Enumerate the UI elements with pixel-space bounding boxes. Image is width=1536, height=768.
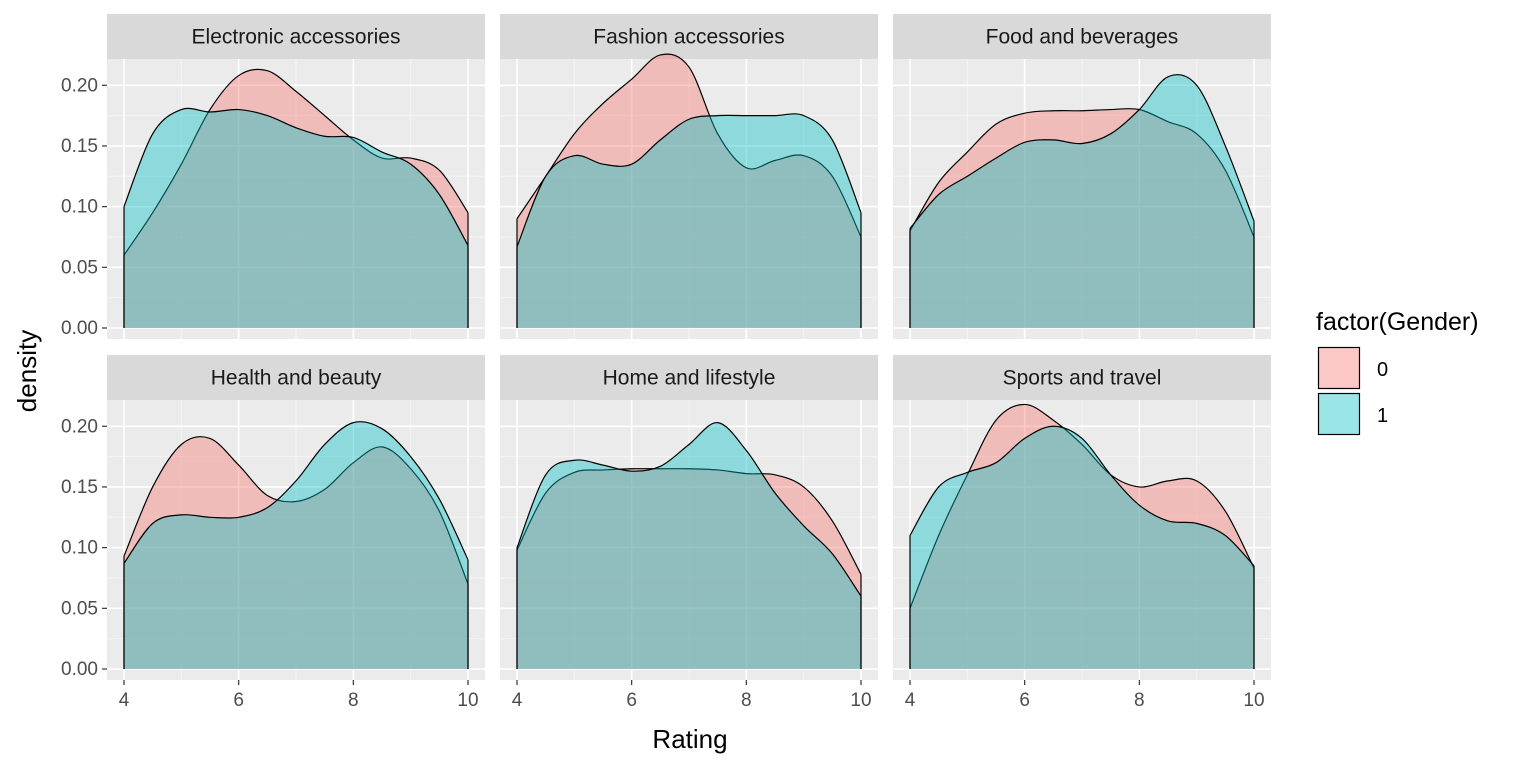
facet-panel: Electronic accessories 0.00 0.05 0.10 0.15 0.…: [61, 14, 485, 339]
density-line-series-1: [909, 425, 1255, 567]
x-tick-label: 8: [741, 690, 752, 711]
strip-background: [107, 14, 485, 59]
density-area-series-0: [517, 468, 861, 669]
x-tick-label: 10: [850, 690, 871, 711]
y-tick-label: 0.20: [61, 416, 98, 437]
y-axis-title: density: [12, 330, 42, 412]
x-tick-label: 4: [119, 690, 130, 711]
density-area-series-1: [517, 422, 861, 669]
density-line-series-1: [516, 422, 862, 597]
strip-label: Health and beauty: [211, 367, 382, 390]
legend-key-swatch: [1317, 346, 1361, 390]
facet-panel: Sports and travel 4 6 8 10: [893, 355, 1271, 711]
x-tick-label: 4: [905, 690, 916, 711]
x-tick-label: 6: [626, 690, 637, 711]
strip-background: [893, 355, 1271, 400]
density-area-series-0: [910, 404, 1254, 669]
y-tick-label: 0.00: [61, 659, 98, 680]
density-area-series-0: [517, 54, 861, 329]
y-tick-label: 0.15: [61, 477, 98, 498]
x-tick-label: 8: [348, 690, 359, 711]
density-line-series-0: [909, 108, 1255, 238]
strip-label: Sports and travel: [1003, 367, 1162, 390]
strip-label: Fashion accessories: [593, 26, 784, 49]
facet-panel: Fashion accessories: [500, 14, 878, 339]
legend-key-background: [1318, 393, 1360, 435]
legend-key-background: [1318, 347, 1360, 389]
x-tick-label: 6: [233, 690, 244, 711]
strip-label: Electronic accessories: [192, 26, 401, 49]
x-tick-label: 10: [1243, 690, 1264, 711]
density-area-series-1: [517, 113, 861, 328]
facet-panel: Home and lifestyle 4 6 8 10: [500, 355, 878, 711]
density-line-series-0: [516, 468, 862, 575]
facet-panels: Electronic accessories 0.00 0.05 0.10 0.15 0.…: [61, 14, 1271, 711]
density-area-series-1: [910, 74, 1254, 329]
facet-panel: Health and beauty 0.00 0.05 0.10 0.15 0.20 4 6 8…: [61, 355, 485, 711]
legend-title: factor(Gender): [1316, 308, 1479, 336]
y-tick-label: 0.00: [61, 318, 98, 339]
density-line-series-0: [516, 53, 862, 238]
density-area-series-0: [910, 108, 1254, 328]
density-line-series-1: [123, 421, 469, 564]
density-area-series-1: [124, 421, 468, 669]
y-tick-label: 0.20: [61, 75, 98, 96]
strip-label: Home and lifestyle: [603, 367, 776, 390]
y-tick-label: 0.05: [61, 598, 98, 619]
strip-background: [107, 355, 485, 400]
x-tick-label: 8: [1134, 690, 1145, 711]
density-area-series-0: [124, 436, 468, 669]
density-line-series-1: [516, 113, 862, 247]
x-tick-label: 6: [1019, 690, 1030, 711]
x-axis-title: Rating: [652, 724, 727, 754]
strip-background: [893, 14, 1271, 59]
axis-titles: Rating density: [12, 330, 728, 754]
y-tick-label: 0.10: [61, 538, 98, 559]
facet-panel: Food and beverages: [893, 14, 1271, 339]
density-line-series-0: [909, 403, 1255, 609]
density-line-series-1: [909, 74, 1255, 229]
y-tick-label: 0.10: [61, 197, 98, 218]
y-tick-label: 0.15: [61, 136, 98, 157]
density-area-series-1: [910, 426, 1254, 669]
x-tick-label: 10: [457, 690, 478, 711]
legend: factor(Gender) 0 1: [1316, 308, 1479, 436]
legend-label: 0: [1377, 359, 1388, 381]
legend-key-swatch: [1317, 392, 1361, 436]
density-line-series-0: [123, 68, 469, 256]
y-tick-label: 0.05: [61, 257, 98, 278]
density-area-series-0: [124, 69, 468, 328]
legend-label: 1: [1377, 405, 1388, 427]
strip-background: [500, 14, 878, 59]
strip-background: [500, 355, 878, 400]
density-line-series-0: [123, 436, 469, 585]
x-tick-label: 4: [512, 690, 523, 711]
density-area-series-1: [124, 108, 468, 328]
density-line-series-1: [123, 107, 469, 246]
strip-label: Food and beverages: [986, 26, 1179, 49]
